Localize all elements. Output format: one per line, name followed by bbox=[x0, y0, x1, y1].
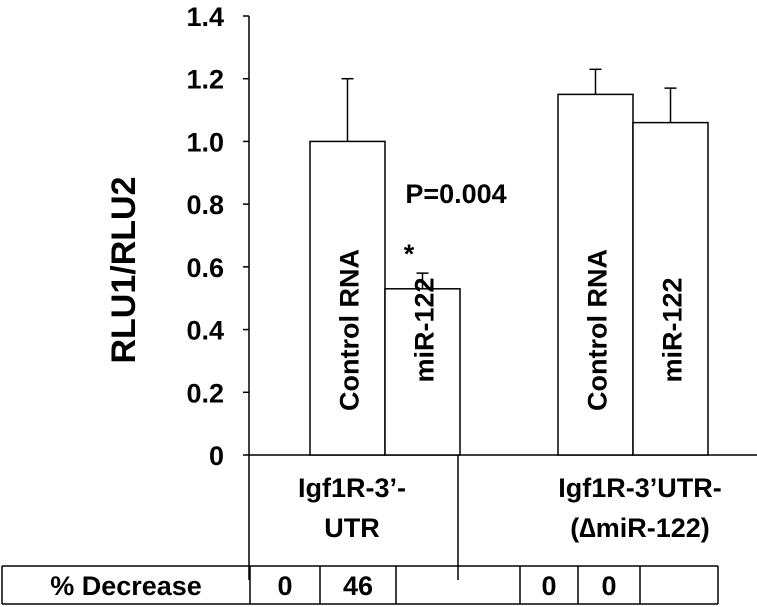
group-label: Igf1R-3’UTR- bbox=[558, 473, 722, 503]
decrease-row-label: % Decrease bbox=[50, 571, 202, 601]
y-ticks: 0 0.2 0.4 0.6 0.8 1.0 1.2 1.4 bbox=[186, 2, 249, 471]
y-tick-label: 0 bbox=[209, 441, 224, 471]
bar-label: Control RNA bbox=[335, 249, 365, 411]
group-label: Igf1R-3’- bbox=[298, 473, 406, 503]
p-value-annotation: P=0.004 bbox=[405, 179, 506, 209]
bar-label: miR-122 bbox=[410, 277, 440, 382]
group-labels: Igf1R-3’- UTR Igf1R-3’UTR- (∆miR-122) bbox=[298, 473, 722, 543]
group-label: (∆miR-122) bbox=[570, 513, 710, 543]
y-tick-label: 0.4 bbox=[186, 316, 224, 346]
significance-star: * bbox=[404, 239, 415, 269]
bar-label: miR-122 bbox=[658, 277, 688, 382]
bar bbox=[557, 93, 634, 456]
bar-label: Control RNA bbox=[583, 249, 613, 411]
bar bbox=[632, 121, 709, 456]
y-tick-label: 0.2 bbox=[186, 378, 224, 408]
percent-decrease-table: % Decrease 0 46 0 0 bbox=[1, 565, 719, 605]
group-label: UTR bbox=[324, 513, 380, 543]
y-tick-label: 1.4 bbox=[186, 2, 224, 32]
decrease-value: 0 bbox=[541, 571, 556, 601]
decrease-value: 46 bbox=[343, 571, 373, 601]
decrease-value: 0 bbox=[277, 571, 292, 601]
y-tick-label: 0.6 bbox=[186, 253, 224, 283]
bars: Control RNA miR-122 Control RNA miR-122 bbox=[309, 68, 709, 456]
y-tick-label: 1.2 bbox=[186, 65, 224, 95]
y-tick-label: 1.0 bbox=[186, 127, 224, 157]
bar bbox=[309, 140, 386, 456]
decrease-value: 0 bbox=[601, 571, 616, 601]
y-axis-label: RLU1/RLU2 bbox=[105, 176, 143, 363]
bar bbox=[384, 288, 461, 456]
y-tick-label: 0.8 bbox=[186, 190, 224, 220]
